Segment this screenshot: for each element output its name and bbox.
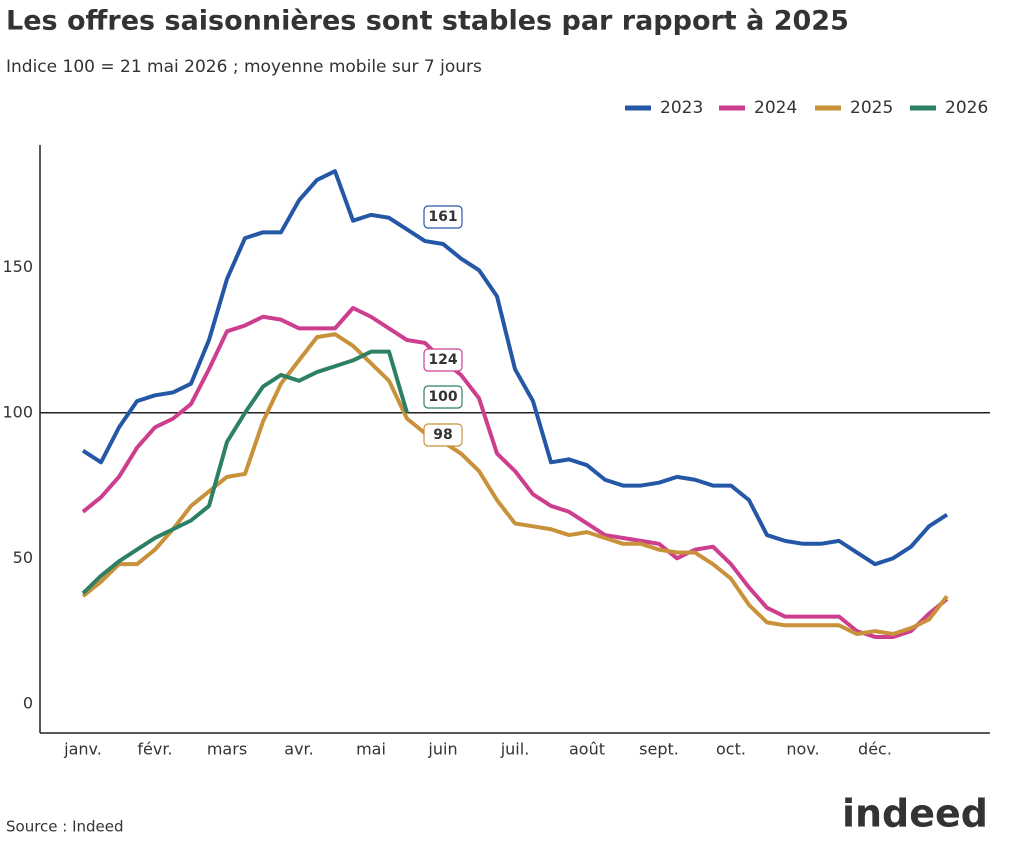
chart-subtitle: Indice 100 = 21 mai 2026 ; moyenne mobil… — [6, 57, 482, 77]
series-line — [81, 332, 949, 637]
series-line — [81, 169, 949, 567]
y-tick-label: 100 — [2, 402, 33, 421]
value-label-box — [423, 423, 463, 447]
x-tick-label: avr. — [284, 740, 313, 759]
x-tick-label: juin — [427, 740, 457, 759]
value-label: 100 — [428, 389, 457, 405]
series-line — [81, 306, 949, 639]
value-label-box — [423, 205, 463, 229]
x-tick-label: oct. — [716, 740, 746, 759]
x-tick-label: déc. — [858, 740, 892, 759]
source: Source : Indeed — [6, 818, 124, 836]
value-label: 161 — [428, 209, 457, 225]
value-label-box — [423, 385, 463, 409]
y-tick-label: 150 — [2, 257, 33, 276]
chart-title: Les offres saisonnières sont stables par… — [6, 6, 849, 37]
x-tick-label: janv. — [63, 740, 102, 759]
x-tick-label: juil. — [500, 740, 530, 759]
x-tick-label: mai — [356, 740, 386, 759]
value-label: 98 — [433, 427, 452, 443]
value-label: 124 — [428, 352, 457, 368]
y-tick-label: 0 — [23, 693, 33, 712]
x-tick-label: mars — [207, 740, 247, 759]
y-tick-label: 50 — [13, 548, 33, 567]
x-tick-label: août — [569, 740, 605, 759]
value-label-box — [423, 348, 463, 372]
legend-label: 2026 — [945, 98, 988, 118]
legend-label: 2023 — [660, 98, 703, 118]
x-tick-label: févr. — [137, 740, 172, 759]
legend-label: 2025 — [850, 98, 893, 118]
legend-label: 2024 — [754, 98, 797, 118]
x-tick-label: sept. — [639, 740, 679, 759]
x-tick-label: nov. — [786, 740, 819, 759]
logo: indeed — [842, 792, 988, 836]
series-line — [81, 349, 409, 595]
